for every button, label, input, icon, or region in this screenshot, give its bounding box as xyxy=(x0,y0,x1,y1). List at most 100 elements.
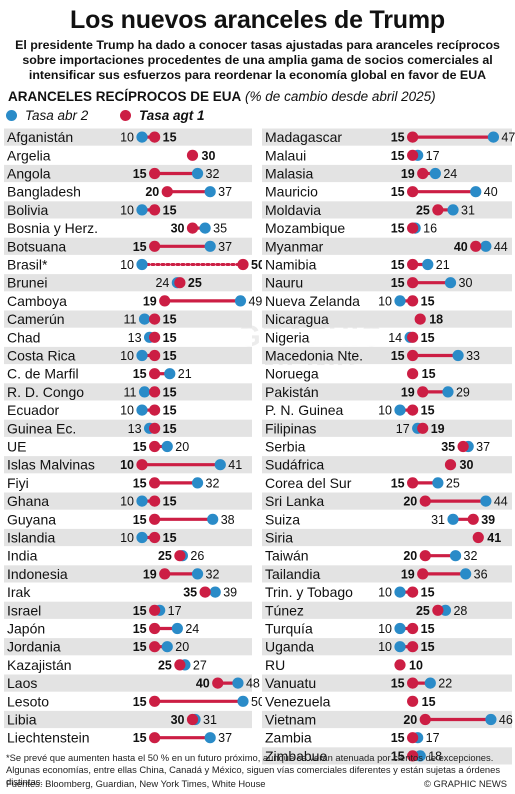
row-background xyxy=(4,310,252,328)
old-rate-label: 49 xyxy=(248,294,262,308)
row-background xyxy=(262,528,512,547)
new-rate-dot xyxy=(407,186,419,198)
country-label: Filipinas xyxy=(265,420,316,436)
new-rate-label: 10 xyxy=(409,658,423,672)
row-Ghana: Ghana 10 15 xyxy=(4,492,252,510)
new-rate-label: 15 xyxy=(133,604,147,618)
row-Zambia: Zambia 15 17 xyxy=(262,729,512,747)
row-Camerún: Camerún 11 15 xyxy=(4,310,252,328)
new-rate-label: 15 xyxy=(163,203,177,217)
row-Botsuana: Botsuana 15 37 xyxy=(4,237,252,255)
new-rate-label: 15 xyxy=(421,622,435,636)
new-rate-dot xyxy=(199,586,211,598)
row-Nauru: Nauru 15 30 xyxy=(262,274,512,292)
old-rate-dot xyxy=(442,386,454,398)
old-rate-dot xyxy=(138,386,151,398)
row-background xyxy=(262,710,512,729)
old-rate-label: 17 xyxy=(396,422,410,436)
new-rate-dot xyxy=(417,422,429,434)
new-rate-dot xyxy=(149,695,161,707)
country-label: Kazajistán xyxy=(7,657,72,673)
row-Liechtenstein: Liechtenstein 15 37 xyxy=(4,729,252,747)
new-rate-label: 15 xyxy=(163,349,177,363)
new-rate-dot xyxy=(149,204,161,216)
row-background xyxy=(262,346,512,365)
row-Fiyi: Fiyi 15 32 xyxy=(4,474,252,492)
old-rate-label: 29 xyxy=(456,385,470,399)
old-rate-dot xyxy=(171,622,183,635)
row-Filipinas: Filipinas 17 19 xyxy=(262,419,512,437)
country-label: Camboya xyxy=(7,293,67,309)
new-rate-dot xyxy=(149,386,161,398)
new-rate-dot xyxy=(407,732,419,744)
row-Ecuador: Ecuador 10 15 xyxy=(4,401,252,419)
old-rate-dot xyxy=(164,368,176,380)
old-rate-dot xyxy=(204,732,216,744)
new-rate-dot xyxy=(417,386,429,398)
row-India: India 25 26 xyxy=(4,547,252,565)
country-label: Sri Lanka xyxy=(265,493,324,509)
subtitle-unit: (% de cambio desde abril 2025) xyxy=(245,89,436,104)
old-rate-dot xyxy=(207,513,219,525)
country-label: Bolivia xyxy=(7,202,48,218)
new-rate-label: 39 xyxy=(481,513,495,527)
intro-text: El presidente Trump ha dado a conocer ta… xyxy=(15,38,500,82)
country-label: Madagascar xyxy=(265,129,342,145)
row-background xyxy=(4,346,252,365)
old-rate-label: 24 xyxy=(155,276,169,290)
new-rate-label: 15 xyxy=(133,622,147,636)
old-rate-dot xyxy=(232,677,244,689)
new-rate-dot xyxy=(149,167,161,180)
old-rate-label: 18 xyxy=(428,749,442,763)
new-rate-label: 20 xyxy=(403,549,417,563)
row-background xyxy=(262,638,512,656)
old-rate-dot xyxy=(237,695,249,707)
new-rate-dot xyxy=(149,422,161,434)
country-label: Chad xyxy=(7,329,40,345)
old-rate-label: 17 xyxy=(168,604,182,618)
row-background xyxy=(262,619,512,638)
new-rate-dot xyxy=(159,295,171,307)
old-rate-label: 10 xyxy=(378,586,392,600)
old-rate-label: 31 xyxy=(203,713,217,727)
new-rate-dot xyxy=(417,568,429,580)
old-rate-label: 22 xyxy=(438,677,452,691)
old-rate-dot xyxy=(449,550,462,562)
country-label: Irak xyxy=(7,584,31,600)
row-Libia: Libia 30 31 xyxy=(4,710,252,729)
new-rate-label: 25 xyxy=(416,604,430,618)
old-rate-label: 10 xyxy=(120,131,134,145)
row-Afganistán: Afganistán 10 15 xyxy=(4,128,252,146)
country-label: Zimbabue xyxy=(265,748,327,764)
country-label: Bangladesh xyxy=(7,184,81,200)
row-background xyxy=(4,510,252,528)
new-rate-dot xyxy=(472,531,484,544)
row-Madagascar: Madagascar 15 47 xyxy=(262,128,515,146)
row-background xyxy=(4,164,252,183)
country-label: Vietnam xyxy=(265,712,316,728)
row-Angola: Angola 15 32 xyxy=(4,164,252,183)
row-background xyxy=(4,401,252,419)
legend-old-label: Tasa abr 2 xyxy=(25,108,89,123)
row-Lesoto: Lesoto 15 50 xyxy=(4,692,265,710)
old-rate-dot xyxy=(460,568,472,580)
country-label: Suiza xyxy=(265,511,300,527)
country-label: Serbia xyxy=(265,439,306,455)
country-label: Uganda xyxy=(265,639,314,655)
new-rate-dot xyxy=(470,240,482,252)
new-rate-dot xyxy=(432,604,444,616)
new-rate-dot xyxy=(174,550,186,562)
country-label: Jordania xyxy=(7,639,61,655)
country-label: Nueva Zelanda xyxy=(265,293,360,309)
country-label: Sudáfrica xyxy=(265,457,324,473)
old-rate-label: 17 xyxy=(426,731,440,745)
new-rate-label: 15 xyxy=(421,404,435,418)
old-rate-dot xyxy=(136,404,148,416)
row-Brasil*: Brasil* 10 50 xyxy=(4,255,265,274)
new-rate-label: 10 xyxy=(120,458,134,472)
country-label: Taiwán xyxy=(265,548,309,564)
country-label: Laos xyxy=(7,675,37,691)
country-label: Guinea Ec. xyxy=(7,420,76,436)
old-rate-label: 11 xyxy=(124,313,137,327)
row-background xyxy=(4,456,252,474)
